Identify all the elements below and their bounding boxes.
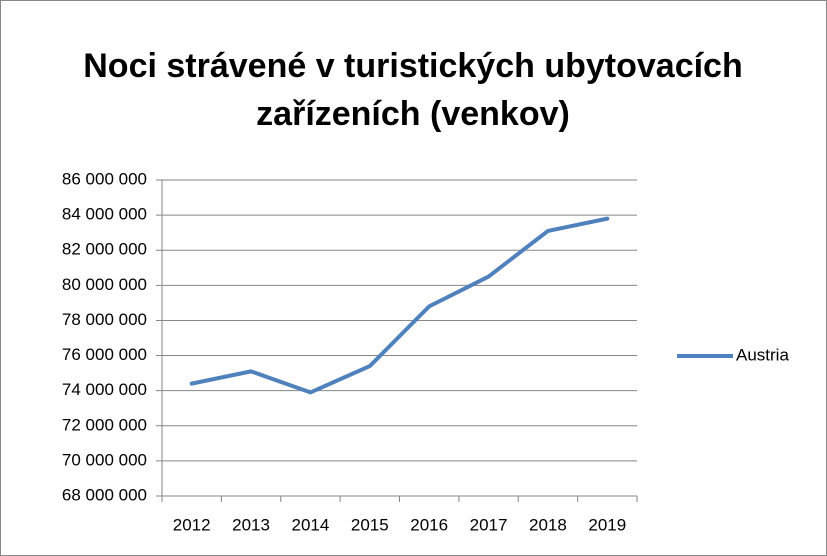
chart-title: Noci strávené v turistických ubytovacích… xyxy=(83,47,743,133)
y-tick-label: 70 000 000 xyxy=(62,450,147,469)
y-tick-label: 82 000 000 xyxy=(62,240,147,259)
y-tick-label: 86 000 000 xyxy=(62,169,147,188)
x-tick-label: 2017 xyxy=(470,515,508,534)
y-tick-label: 72 000 000 xyxy=(62,415,147,434)
y-tick-label: 78 000 000 xyxy=(62,310,147,329)
x-tick-label: 2019 xyxy=(588,515,626,534)
data-line xyxy=(189,216,610,395)
y-tick-label: 68 000 000 xyxy=(62,485,147,504)
y-tick-label: 76 000 000 xyxy=(62,345,147,364)
y-tick-label: 84 000 000 xyxy=(62,205,147,224)
x-tick-label: 2012 xyxy=(173,515,211,534)
y-tick-label: 80 000 000 xyxy=(62,275,147,294)
x-tick-label: 2016 xyxy=(410,515,448,534)
x-tick-label: 2013 xyxy=(232,515,270,534)
x-tick-label: 2014 xyxy=(292,515,330,534)
x-tick-label: 2018 xyxy=(529,515,567,534)
y-tick-label: 74 000 000 xyxy=(62,380,147,399)
x-tick-label: 2015 xyxy=(351,515,389,534)
legend-label: Austria xyxy=(736,345,789,364)
